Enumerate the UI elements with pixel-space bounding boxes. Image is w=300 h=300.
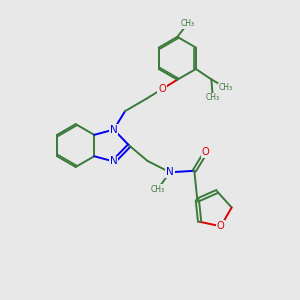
Text: CH₃: CH₃ [181,19,195,28]
Text: N: N [110,157,118,166]
Text: O: O [202,147,209,158]
Text: CH₃: CH₃ [218,83,233,92]
Text: N: N [110,124,118,135]
Text: O: O [158,84,166,94]
Text: CH₃: CH₃ [150,185,164,194]
Text: CH₃: CH₃ [206,93,220,102]
Text: N: N [166,167,174,177]
Text: O: O [217,221,225,231]
